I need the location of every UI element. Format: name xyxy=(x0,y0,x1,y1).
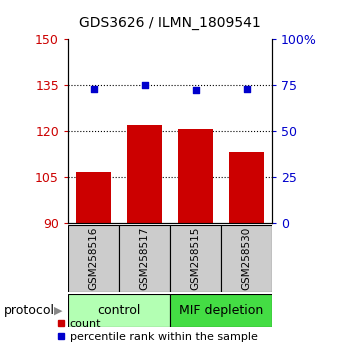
Bar xyxy=(228,153,265,223)
Point xyxy=(244,86,249,91)
Text: GSM258516: GSM258516 xyxy=(88,227,99,290)
Bar xyxy=(177,130,213,223)
Bar xyxy=(68,225,119,292)
Bar xyxy=(119,225,170,292)
Text: GDS3626 / ILMN_1809541: GDS3626 / ILMN_1809541 xyxy=(79,16,261,30)
Text: GSM258517: GSM258517 xyxy=(139,227,150,290)
Bar xyxy=(170,225,221,292)
Text: control: control xyxy=(97,304,141,317)
Text: MIF depletion: MIF depletion xyxy=(179,304,263,317)
Legend: count, percentile rank within the sample: count, percentile rank within the sample xyxy=(53,314,262,347)
Text: GSM258515: GSM258515 xyxy=(190,227,201,290)
Text: ▶: ▶ xyxy=(54,306,63,316)
Text: protocol: protocol xyxy=(3,304,54,317)
Bar xyxy=(126,125,163,223)
Bar xyxy=(75,172,111,223)
Text: GSM258530: GSM258530 xyxy=(241,227,252,290)
Bar xyxy=(170,294,272,327)
Bar xyxy=(68,294,170,327)
Point xyxy=(193,87,198,92)
Point xyxy=(91,86,96,91)
Bar xyxy=(221,225,272,292)
Point xyxy=(142,82,147,88)
